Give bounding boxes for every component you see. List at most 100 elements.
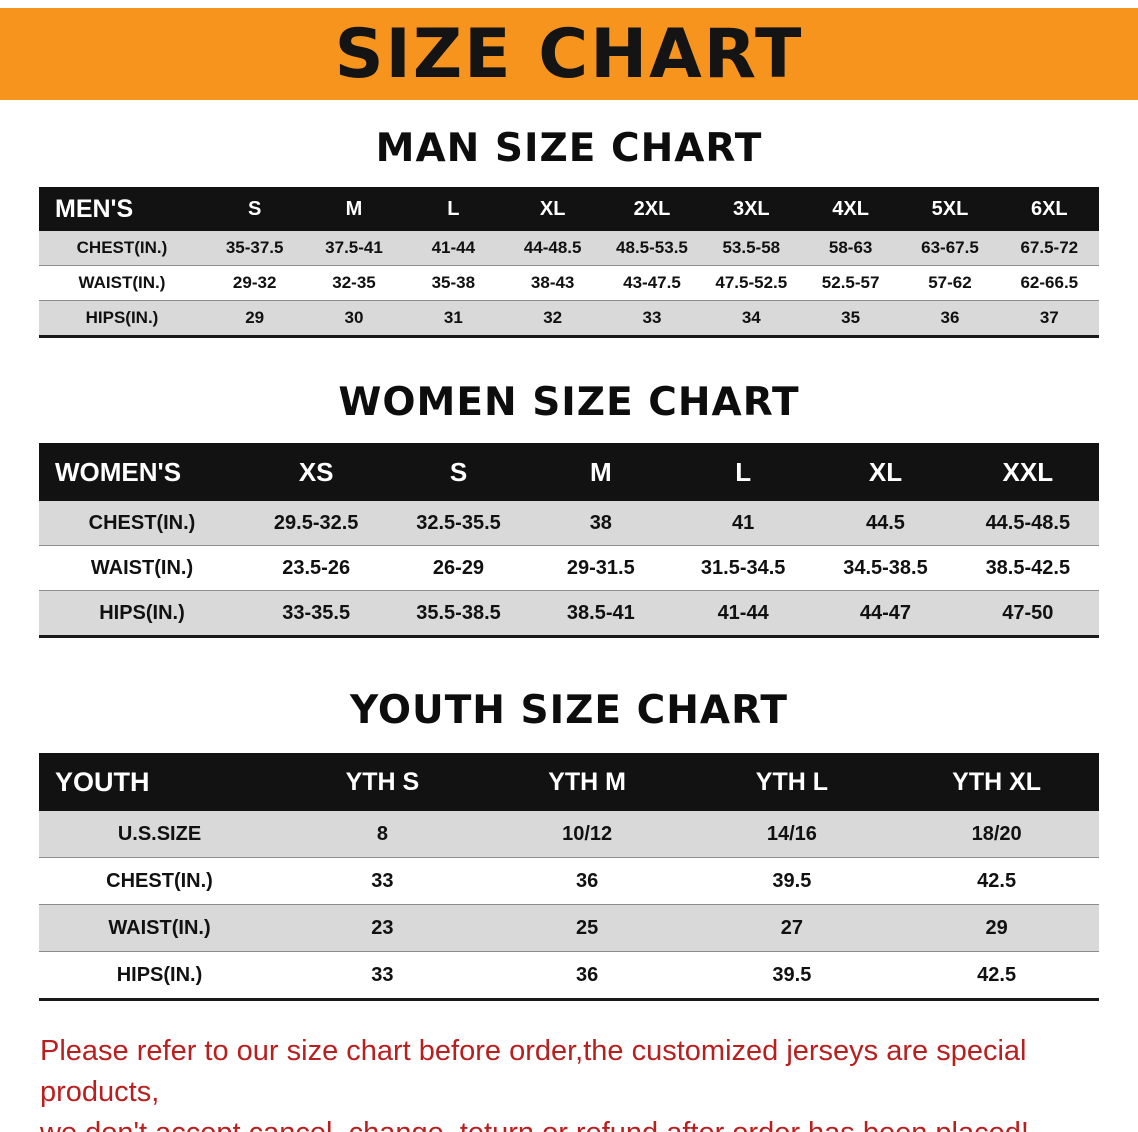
row-label-cell: CHEST(IN.) <box>106 869 213 892</box>
value-cell: 29.5-32.5 <box>273 511 359 534</box>
disclaimer-line-1: Please refer to our size chart before or… <box>40 1035 1027 1108</box>
value-cell: 58-63 <box>828 238 873 257</box>
value-cell: 35-37.5 <box>225 238 284 257</box>
value-cell: 23.5-26 <box>282 556 351 579</box>
value-cell: 52.5-57 <box>821 273 880 292</box>
value-cell: 29-32 <box>232 273 277 292</box>
size-header-cell: YTH S <box>345 767 420 796</box>
header-row: YOUTH YTH S YTH M YTH L YTH XL <box>39 753 1099 811</box>
size-header-cell: YTH M <box>548 767 627 796</box>
value-cell: 39.5 <box>772 963 812 986</box>
size-header-cell: 3XL <box>732 197 770 220</box>
row-label-cell: CHEST(IN.) <box>88 511 196 534</box>
size-header-cell: YTH XL <box>952 767 1042 796</box>
value-cell: 38 <box>589 511 612 534</box>
disclaimer-line-2: we don't accept cancel, change, teturn o… <box>40 1113 1138 1132</box>
value-cell: 29 <box>985 916 1008 939</box>
women-size-table: WOMEN'S XS S M L XL XXL CHEST(IN.) 29.5-32.5 32.5… <box>39 443 1099 638</box>
value-cell: 35-38 <box>431 273 476 292</box>
value-cell: 39.5 <box>772 869 812 892</box>
size-header-cell: L <box>447 197 460 220</box>
youth-size-section: YOUTH SIZE CHART YOUTH YTH S YTH M YTH L YTH… <box>0 688 1138 1001</box>
value-cell: 34.5-38.5 <box>843 556 928 579</box>
value-cell: 37.5-41 <box>325 238 383 257</box>
value-cell: 67.5-72 <box>1020 238 1079 257</box>
header-row: MEN'S S M L XL 2XL 3XL 4XL 5XL 6XL <box>39 187 1099 231</box>
value-cell: 32 <box>543 308 563 327</box>
value-cell: 38.5-42.5 <box>985 556 1071 579</box>
row-label-cell: HIPS(IN.) <box>85 308 159 327</box>
value-cell: 33 <box>371 963 394 986</box>
value-cell: 44-48.5 <box>523 238 582 257</box>
table-title-cell: YOUTH <box>55 766 150 797</box>
size-header-cell: XL <box>539 197 566 220</box>
value-cell: 37 <box>1039 308 1059 327</box>
table-row: WAIST(IN.) 23.5-26 26-29 29-31.5 31.5-34.5 34… <box>39 545 1099 591</box>
table-row: CHEST(IN.) 33 36 39.5 42.5 <box>39 857 1099 905</box>
value-cell: 14/16 <box>766 822 817 845</box>
value-cell: 33-35.5 <box>282 601 351 624</box>
value-cell: 47.5-52.5 <box>715 273 788 292</box>
value-cell: 8 <box>376 822 388 845</box>
value-cell: 26-29 <box>432 556 485 579</box>
value-cell: 33 <box>642 308 662 327</box>
value-cell: 38.5-41 <box>566 601 635 624</box>
value-cell: 38-43 <box>530 273 575 292</box>
value-cell: 29-31.5 <box>566 556 635 579</box>
row-label-cell: WAIST(IN.) <box>90 556 194 579</box>
size-header-cell: 4XL <box>832 197 869 220</box>
table-row: HIPS(IN.) 33-35.5 35.5-38.5 38.5-41 41-44 44-… <box>39 590 1099 637</box>
disclaimer: Please refer to our size chart before or… <box>40 1031 1138 1132</box>
table-row: HIPS(IN.) 29 30 31 32 33 34 35 36 37 <box>39 300 1099 337</box>
youth-size-table: YOUTH YTH S YTH M YTH L YTH XL U.S.SIZE 8 10/12… <box>39 753 1099 1001</box>
value-cell: 53.5-58 <box>722 238 781 257</box>
value-cell: 33 <box>371 869 394 892</box>
value-cell: 41-44 <box>717 601 769 624</box>
row-label-cell: HIPS(IN.) <box>116 963 203 986</box>
row-label-cell: WAIST(IN.) <box>108 916 211 939</box>
size-header-cell: XS <box>298 456 334 487</box>
man-size-heading: MAN SIZE CHART <box>375 126 763 171</box>
size-header-cell: XXL <box>1002 456 1054 487</box>
size-header-cell: M <box>345 197 363 220</box>
value-cell: 10/12 <box>562 822 613 845</box>
value-cell: 41 <box>732 511 755 534</box>
table-row: WAIST(IN.) 23 25 27 29 <box>39 904 1099 952</box>
value-cell: 29 <box>245 308 265 327</box>
youth-size-heading: YOUTH SIZE CHART <box>350 688 788 733</box>
size-header-cell: XL <box>868 456 903 487</box>
value-cell: 47-50 <box>1002 601 1054 624</box>
value-cell: 23 <box>371 916 394 939</box>
value-cell: 18/20 <box>971 822 1022 845</box>
table-row: U.S.SIZE 8 10/12 14/16 18/20 <box>39 811 1099 858</box>
size-header-cell: M <box>589 456 612 487</box>
women-size-heading: WOMEN SIZE CHART <box>338 380 800 425</box>
size-header-cell: L <box>735 456 752 487</box>
value-cell: 35.5-38.5 <box>416 601 501 624</box>
table-row: CHEST(IN.) 29.5-32.5 32.5-35.5 38 41 44.5 44.5… <box>39 501 1099 546</box>
value-cell: 36 <box>940 308 960 327</box>
value-cell: 44.5 <box>866 511 905 534</box>
value-cell: 62-66.5 <box>1020 273 1079 292</box>
value-cell: 36 <box>576 869 599 892</box>
value-cell: 35 <box>841 308 861 327</box>
size-header-cell: 6XL <box>1030 197 1068 220</box>
women-size-section: WOMEN SIZE CHART WOMEN'S XS S M L XL XXL CHEST(… <box>0 380 1138 638</box>
value-cell: 44-47 <box>859 601 912 624</box>
value-cell: 63-67.5 <box>921 238 979 257</box>
size-header-cell: 2XL <box>633 197 671 220</box>
man-size-section: MAN SIZE CHART MEN'S S M L XL 2XL 3XL 4XL 5XL 6XL… <box>0 126 1138 338</box>
value-cell: 32-35 <box>332 273 376 292</box>
row-label-cell: U.S.SIZE <box>117 822 202 845</box>
man-size-table: MEN'S S M L XL 2XL 3XL 4XL 5XL 6XL CHEST(IN.) 35-37… <box>39 187 1099 338</box>
page-title: SIZE CHART <box>334 14 804 94</box>
table-row: WAIST(IN.) 29-32 32-35 35-38 38-43 43-47.5 47.… <box>39 265 1099 301</box>
size-header-cell: S <box>449 456 468 487</box>
size-header-cell: YTH L <box>755 767 828 796</box>
value-cell: 31 <box>443 308 463 327</box>
size-header-cell: S <box>247 197 262 220</box>
value-cell: 42.5 <box>977 869 1017 892</box>
value-cell: 48.5-53.5 <box>616 238 688 257</box>
value-cell: 25 <box>576 916 599 939</box>
